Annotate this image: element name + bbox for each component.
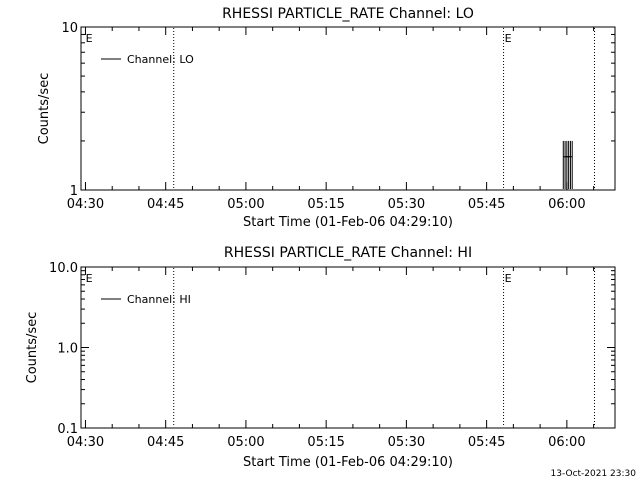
y-tick-label: 1.0 xyxy=(57,342,78,357)
chart-title: RHESSI PARTICLE_RATE Channel: HI xyxy=(224,245,472,261)
panel-lo: RHESSI PARTICLE_RATE Channel: LO 1 10 04:30… xyxy=(37,6,616,230)
x-tick-label: 05:15 xyxy=(307,197,344,212)
y-tick-label: 10.0 xyxy=(49,261,78,276)
x-tick-label: 05:45 xyxy=(468,435,505,450)
x-tick-label: 04:45 xyxy=(147,197,184,212)
plot-frame xyxy=(80,266,616,429)
x-axis-label: Start Time (01-Feb-06 04:29:10) xyxy=(243,455,453,470)
y-axis-label: Counts/sec xyxy=(37,73,52,145)
y-axis-label: Counts/sec xyxy=(25,312,40,384)
event-marker-label: E xyxy=(86,32,93,45)
x-tick-label: 05:15 xyxy=(307,435,344,450)
event-marker-label: E xyxy=(86,272,93,285)
x-tick-label: 04:45 xyxy=(147,435,184,450)
event-marker-label: E xyxy=(505,32,512,45)
chart-title: RHESSI PARTICLE_RATE Channel: LO xyxy=(222,6,474,22)
legend-label: Channel: HI xyxy=(127,293,191,306)
y-tick-label: 0.1 xyxy=(57,422,78,437)
event-marker-label: E xyxy=(505,272,512,285)
y-tick-label: 10 xyxy=(61,21,78,36)
plot-frame xyxy=(80,26,616,191)
x-tick-label: 06:00 xyxy=(548,197,585,212)
y-tick-label: 1 xyxy=(70,184,78,199)
legend-label: Channel: LO xyxy=(127,53,194,66)
x-tick-label: 04:30 xyxy=(67,435,104,450)
x-tick-label: 04:30 xyxy=(67,197,104,212)
panel-hi: RHESSI PARTICLE_RATE Channel: HI 0.1 1.0 10… xyxy=(25,245,616,470)
x-tick-label: 05:00 xyxy=(227,197,264,212)
x-tick-label: 06:00 xyxy=(548,435,585,450)
x-tick-label: 05:30 xyxy=(388,435,425,450)
footer-timestamp: 13-Oct-2021 23:30 xyxy=(551,469,637,479)
x-tick-label: 05:00 xyxy=(227,435,264,450)
x-axis-label: Start Time (01-Feb-06 04:29:10) xyxy=(243,215,453,230)
x-tick-label: 05:30 xyxy=(388,197,425,212)
x-tick-label: 05:45 xyxy=(468,197,505,212)
